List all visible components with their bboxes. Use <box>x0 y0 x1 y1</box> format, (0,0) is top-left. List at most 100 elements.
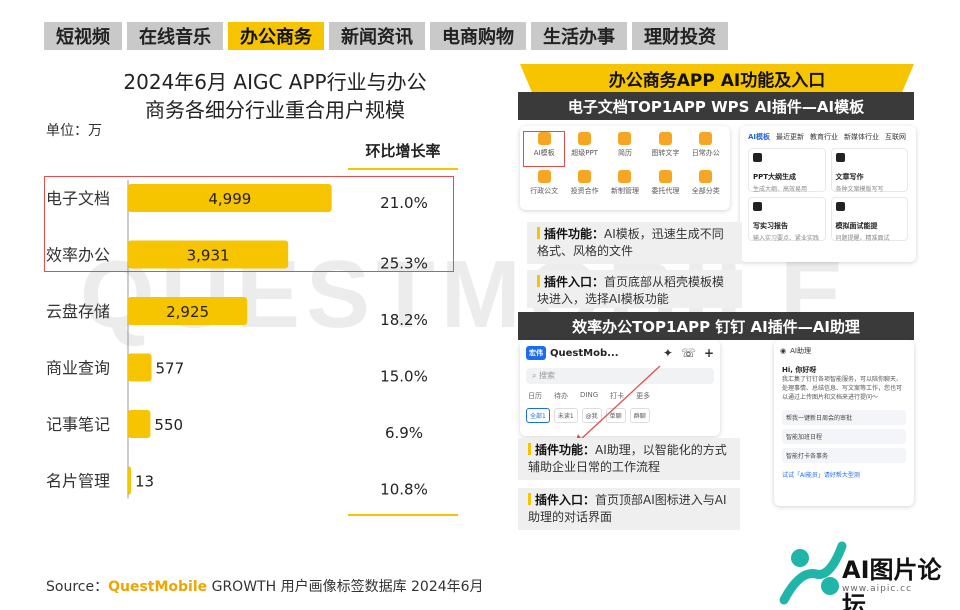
section2-feature-label: 插件功能： <box>535 443 596 457</box>
growth-label: 21.0% <box>380 194 428 212</box>
template-icon <box>658 132 672 145</box>
wps-grid-label: 超级PPT <box>571 149 598 157</box>
wps-grid-label: AI模板 <box>533 149 555 157</box>
assistant-suggestion: 智能打卡各事务 <box>782 448 906 463</box>
wps-tile-desc: 问题提醒、精准面试 <box>835 235 890 242</box>
section2-feature: 插件功能：AI助理，以智能化的方式辅助企业日常的工作流程 <box>518 438 740 480</box>
ding-chip: @我 <box>581 408 602 423</box>
tab-finance[interactable]: 理财投资 <box>632 22 728 50</box>
tab-office-business[interactable]: 办公商务 <box>228 22 324 50</box>
source-suffix: GROWTH 用户画像标签数据库 2024年6月 <box>207 579 484 595</box>
corner-logo-text: AI图片论坛 <box>842 556 942 610</box>
value-label: 4,999 <box>208 190 251 208</box>
template-icon <box>618 170 632 183</box>
ding-nav-item: 更多 <box>636 392 651 400</box>
wps-tile: 写实习报告 输入实习要点、紧业实践 <box>748 197 826 242</box>
ding-chip: 全部1 <box>526 408 550 423</box>
value-label: 2,925 <box>166 303 209 321</box>
wps-tile-title: 写实习报告 <box>753 222 788 230</box>
pointer-arrow <box>574 365 661 446</box>
wps-grid-label: 新制管理 <box>610 187 639 195</box>
template-icon <box>658 170 672 183</box>
wps-tile-title: 文章写作 <box>835 173 864 181</box>
right-panel-title: 办公商务APP AI功能及入口 <box>520 64 914 92</box>
ding-chip: 未读1 <box>553 408 578 423</box>
wps-grid-label: 日常办公 <box>691 149 720 157</box>
ding-nav-item: 打卡 <box>610 392 625 400</box>
tab-online-music[interactable]: 在线音乐 <box>127 22 223 50</box>
ai-assistant-screenshot: ◉ AI助理 Hi, 你好呀 我汇集了钉钉各项智能服务，可以陪你聊天、处理事情、总… <box>774 340 914 506</box>
wps-grid-label: 行政公文 <box>530 187 559 195</box>
growth-label: 6.9% <box>385 424 423 442</box>
plus-icon: + <box>703 346 714 360</box>
chart-title: 2024年6月 AIGC APP行业与办公 商务各细分行业重合用户规模 <box>90 68 460 124</box>
assistant-footer: 试试「AI能员」请好帮大型测 <box>782 472 860 479</box>
template-icon <box>699 170 713 183</box>
value-label: 13 <box>135 473 154 491</box>
wps-grid-item: AI模板 <box>522 131 566 167</box>
tab-ecommerce[interactable]: 电商购物 <box>430 22 526 50</box>
wps-tab: AI模板 <box>748 133 771 141</box>
wps-tab: 新媒体行业 <box>844 133 880 141</box>
app-name: QuestMob... <box>550 347 619 359</box>
wps-tile-title: 模拟面试能提 <box>835 222 878 230</box>
wps-tile: PPT大纲生成 生成大纲、高效易用 <box>748 148 826 193</box>
tab-short-video[interactable]: 短视频 <box>44 22 122 50</box>
doc-icon <box>753 153 762 162</box>
wps-grid-label: 全部分类 <box>691 187 720 195</box>
source-note: Source：QuestMobile GROWTH 用户画像标签数据库 2024… <box>46 576 484 596</box>
assistant-greeting: Hi, 你好呀 <box>782 366 817 374</box>
category-label: 电子文档 <box>46 189 110 208</box>
tab-life-services[interactable]: 生活办事 <box>531 22 627 50</box>
tab-news[interactable]: 新闻资讯 <box>329 22 425 50</box>
wps-grid-item: 委托代理 <box>645 170 685 204</box>
value-label: 577 <box>156 360 185 378</box>
bar <box>128 184 332 212</box>
wps-grid-label: 图转文字 <box>651 149 680 157</box>
wps-home-screenshot: AI模板 超级PPT 简历 图转文字 日常办公 行政公文 投资合作 新制管理 委托代理 全部分类 <box>520 126 730 210</box>
ding-chip: 群聊 <box>629 408 650 423</box>
org-badge: 宏伟 <box>526 346 546 360</box>
wps-tile-desc: 生成大纲、高效易用 <box>753 186 808 193</box>
wps-grid-item: 超级PPT <box>564 132 604 166</box>
ding-search: ⌕ 搜索 <box>526 368 714 384</box>
wps-tile: 文章写作各种文案模版写写 <box>830 148 908 193</box>
growth-label: 18.2% <box>380 311 428 329</box>
bar <box>128 353 152 382</box>
wps-grid-item: 图转文字 <box>645 132 685 166</box>
section1-feature-text: AI模板，迅速生成不同格式、风格的文件 <box>537 227 724 258</box>
corner-logo-icon <box>779 541 847 605</box>
template-icon <box>537 170 551 183</box>
assistant-title: AI助理 <box>790 347 811 355</box>
category-label: 记事笔记 <box>46 415 110 434</box>
source-prefix: Source： <box>46 579 109 595</box>
section2-entry-label: 插件入口： <box>535 493 596 507</box>
template-icon <box>578 170 592 183</box>
bar <box>128 240 289 269</box>
wps-grid-item: 投资合作 <box>564 170 604 204</box>
section2-entry-text: 首页顶部AI图标进入与AI助理的对话界面 <box>528 493 727 524</box>
chart-unit: 单位：万 <box>46 123 102 139</box>
section2-header: 效率办公TOP1APP 钉钉 AI插件—AI助理 <box>518 312 914 340</box>
wps-tab: 互联网 <box>885 133 907 141</box>
growth-header: 环比增长率 <box>365 142 441 160</box>
template-icon <box>537 132 551 145</box>
bar <box>128 410 151 438</box>
highlight-box <box>44 176 454 272</box>
wps-tile-desc: 各种文案模版写写 <box>835 186 884 193</box>
assistant-icon: ◉ <box>780 347 787 355</box>
section1-feature-label: 插件功能： <box>544 227 605 241</box>
section1-feature: 插件功能：AI模板，迅速生成不同格式、风格的文件 <box>527 222 742 264</box>
ding-nav-item: 日历 <box>528 392 542 400</box>
assistant-suggestion: 智能加班日程 <box>782 429 906 444</box>
category-label: 商业查询 <box>46 359 110 378</box>
section2-feature-text: AI助理，以智能化的方式辅助企业日常的工作流程 <box>528 443 727 474</box>
wps-tab: 教育行业 <box>810 133 839 141</box>
wps-grid-item: 行政公文 <box>524 170 564 204</box>
doc-icon <box>753 202 762 211</box>
category-tabs: 短视频 在线音乐 办公商务 新闻资讯 电商购物 生活办事 理财投资 <box>44 22 798 50</box>
bar <box>128 466 131 495</box>
chart-title-line1: 2024年6月 AIGC APP行业与办公 <box>123 70 427 94</box>
ding-nav-item: DING <box>580 391 599 399</box>
category-label: 云盘存储 <box>46 302 110 321</box>
